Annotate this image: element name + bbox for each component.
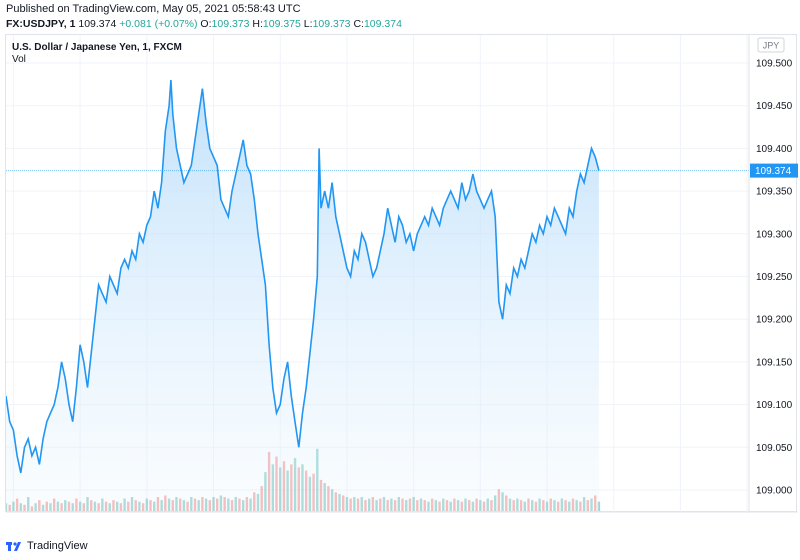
price-area	[6, 80, 599, 512]
y-tick-label: 109.350	[756, 187, 793, 198]
y-tick-label: 109.300	[756, 229, 793, 240]
open-label: O:	[200, 18, 212, 30]
symbol-label: FX:USDJPY, 1	[6, 18, 76, 30]
last-price-tag-text: 109.374	[755, 166, 792, 177]
y-tick-label: 109.100	[756, 400, 793, 411]
open-value: 109.373	[211, 18, 250, 30]
volume-label: Vol	[12, 54, 26, 65]
tradingview-logo-icon	[6, 542, 21, 551]
high-value: 109.375	[262, 18, 301, 30]
y-tick-label: 109.450	[756, 101, 793, 112]
published-line: Published on TradingView.com, May 05, 20…	[6, 3, 301, 15]
close-label: C:	[353, 18, 364, 30]
y-tick-label: 109.000	[756, 486, 793, 497]
currency-badge[interactable]: JPY	[757, 37, 785, 53]
quote-line: FX:USDJPY, 1 109.374 +0.081 (+0.07%) O:1…	[6, 18, 402, 30]
chart-title: U.S. Dollar / Japanese Yen, 1, FXCM	[12, 42, 182, 53]
high-label: H:	[252, 18, 263, 30]
y-tick-label: 109.400	[756, 144, 793, 155]
price-axis: 109.500 109.450 109.400 109.350 109.300 109.2…	[756, 59, 793, 497]
low-label: L:	[303, 18, 313, 30]
footer-brand: TradingView	[27, 540, 88, 552]
y-tick-label: 109.500	[756, 59, 793, 70]
price-chart[interactable]: 109.500 109.450 109.400 109.350 109.300 109.2…	[6, 35, 798, 513]
last-price: 109.374	[78, 18, 117, 30]
price-change: +0.081 (+0.07%)	[119, 18, 198, 30]
low-value: 109.373	[312, 18, 351, 30]
y-tick-label: 109.050	[756, 443, 793, 454]
last-price-tag: 109.374	[750, 163, 798, 178]
y-tick-label: 109.200	[756, 315, 793, 326]
y-tick-label: 109.150	[756, 357, 793, 368]
chart-frame[interactable]: 109.500 109.450 109.400 109.350 109.300 109.2…	[5, 34, 798, 513]
footer: TradingView	[6, 540, 88, 552]
close-value: 109.374	[363, 18, 402, 30]
currency-badge-text: JPY	[763, 41, 780, 51]
y-tick-label: 109.250	[756, 272, 793, 283]
volume-bar	[597, 501, 601, 511]
price-line	[6, 80, 600, 474]
